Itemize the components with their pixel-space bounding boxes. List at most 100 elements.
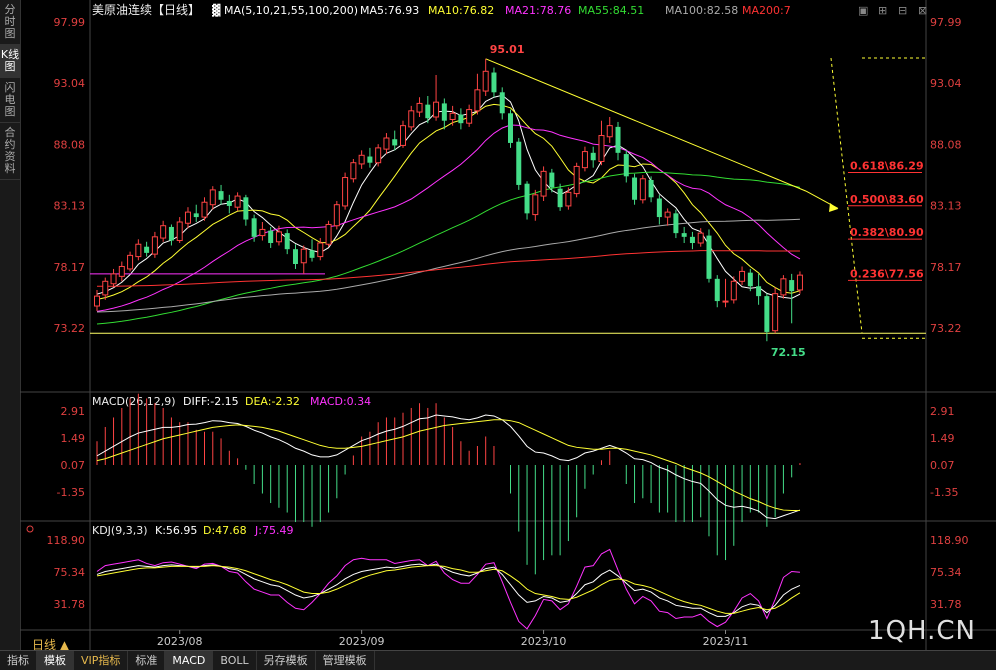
candle-body: [383, 137, 390, 150]
kdj-title: KDJ(9,3,3): [92, 524, 148, 537]
macd-tick-label-left: 2.91: [61, 405, 86, 418]
bottom-tab-0[interactable]: 指标: [0, 651, 37, 670]
candle-body: [144, 246, 150, 253]
macd-tick-label-right: 2.91: [930, 405, 955, 418]
price-tick-label-right: 73.22: [930, 322, 962, 335]
candle-body: [466, 109, 473, 124]
candle-body: [300, 248, 307, 264]
bottom-tab-7[interactable]: 管理模板: [316, 651, 375, 670]
fib-level-label: 0.236\77.56: [850, 267, 924, 280]
candle-body: [598, 135, 605, 162]
candle-body: [524, 183, 530, 214]
ma21-line: [96, 124, 801, 312]
candle-body: [251, 218, 257, 237]
sidebar: 分时图 K线图 闪电图 合约资料: [0, 0, 21, 650]
candle-body: [292, 249, 298, 265]
high-label: 95.01: [490, 43, 525, 56]
candle-body: [606, 125, 613, 138]
candle-body: [226, 201, 232, 206]
candle-body: [664, 211, 671, 218]
fib-level-label: 0.500\83.60: [850, 193, 924, 206]
kdj-k-line: [96, 563, 801, 617]
macd-title: MACD(26,12,9): [92, 395, 176, 408]
kdj-k-label: K:56.95: [155, 524, 197, 537]
macd-dea-label: DEA:-2.32: [245, 395, 300, 408]
kdj-tick-label-right: 75.34: [930, 566, 962, 579]
price-tick-label-left: 73.22: [54, 322, 86, 335]
candle-body: [722, 300, 729, 303]
candle-body: [581, 151, 588, 169]
candle-body: [309, 250, 315, 258]
ma-legend-item: MA100:82.58: [665, 4, 738, 17]
candle-body: [540, 170, 547, 197]
chart-canvas: 97.99 97.99 93.04 93.04 88.08 88.08 83.13 83.13…: [20, 0, 996, 650]
candle-body: [135, 243, 142, 258]
macd-tick-label-right: 0.07: [930, 459, 955, 472]
price-tick-label-left: 97.99: [54, 16, 86, 29]
candle-body: [764, 296, 770, 332]
candle-body: [730, 280, 737, 301]
candle-body: [697, 232, 704, 244]
bottom-tab-6[interactable]: 另存模板: [257, 651, 316, 670]
macd-diff-label: DIFF:-2.15: [183, 395, 239, 408]
candle-body: [747, 272, 753, 287]
candle-body: [408, 110, 415, 128]
candle-body: [516, 141, 522, 185]
bottom-tab-4[interactable]: MACD: [165, 651, 214, 670]
candle-body: [234, 195, 241, 208]
price-tick-label-left: 93.04: [54, 77, 86, 90]
macd-tick-label-left: 1.49: [61, 432, 86, 445]
ma200-line: [96, 250, 800, 287]
ma-legend-item: MA200:7: [742, 4, 791, 17]
sidebar-item-3[interactable]: 合约资料: [0, 123, 20, 180]
ma55-line: [96, 171, 801, 325]
kdj-j-line: [96, 548, 800, 630]
kdj-d-line: [96, 565, 801, 614]
candle-body: [367, 156, 373, 163]
candle-body: [739, 270, 746, 282]
bottom-tab-2[interactable]: VIP指标: [74, 651, 129, 670]
kdj-j-label: J:75.49: [254, 524, 293, 537]
bottom-tab-5[interactable]: BOLL: [213, 651, 257, 670]
candle-body: [623, 154, 629, 177]
candle-body: [102, 280, 109, 296]
bottom-tab-3[interactable]: 标准: [128, 651, 166, 670]
candle-body: [532, 194, 539, 216]
ma5-line: [96, 94, 801, 299]
period-label[interactable]: 日线 ▲: [32, 638, 70, 652]
candle-body: [201, 201, 208, 218]
candle-body: [565, 191, 572, 207]
price-tick-label-right: 93.04: [930, 77, 962, 90]
candle-body: [342, 177, 349, 207]
candle-body: [508, 113, 513, 143]
sidebar-item-0[interactable]: 分时图: [0, 0, 20, 45]
candle-body: [648, 180, 654, 198]
bottom-tab-1[interactable]: 模板: [37, 651, 74, 670]
price-tick-label-left: 78.17: [54, 261, 86, 274]
candle-body: [259, 228, 266, 237]
kdj-tick-label-left: 75.34: [54, 566, 86, 579]
ma-legend-item: MA55:84.51: [578, 4, 644, 17]
minus-icon: ⊟: [898, 4, 907, 17]
macd-diff-line: [96, 414, 801, 520]
candle-body: [392, 139, 398, 146]
bottom-toolbar: 指标 模板 VIP指标 标准 MACD BOLL 另存模板 管理模板: [0, 650, 996, 670]
macd-value-label: MACD:0.34: [310, 395, 371, 408]
candle-body: [573, 165, 580, 195]
candle-body: [268, 230, 274, 244]
candle-body: [118, 265, 125, 277]
fib-line: [830, 57, 863, 334]
candle-body: [433, 101, 440, 118]
kdj-d-label: D:47.68: [203, 524, 247, 537]
ma-legend-item: MA21:78.76: [505, 4, 571, 17]
close-icon: ⊠: [918, 4, 927, 17]
candle-body: [317, 242, 324, 258]
candle-body: [209, 189, 216, 206]
candle-body: [127, 254, 134, 270]
kdj-tick-label-right: 118.90: [930, 534, 969, 547]
x-tick-label: 2023/11: [703, 635, 749, 648]
sidebar-item-2[interactable]: 闪电图: [0, 78, 20, 123]
candle-body: [184, 211, 191, 224]
candle-body: [449, 112, 456, 120]
sidebar-item-1[interactable]: K线图: [0, 45, 20, 78]
